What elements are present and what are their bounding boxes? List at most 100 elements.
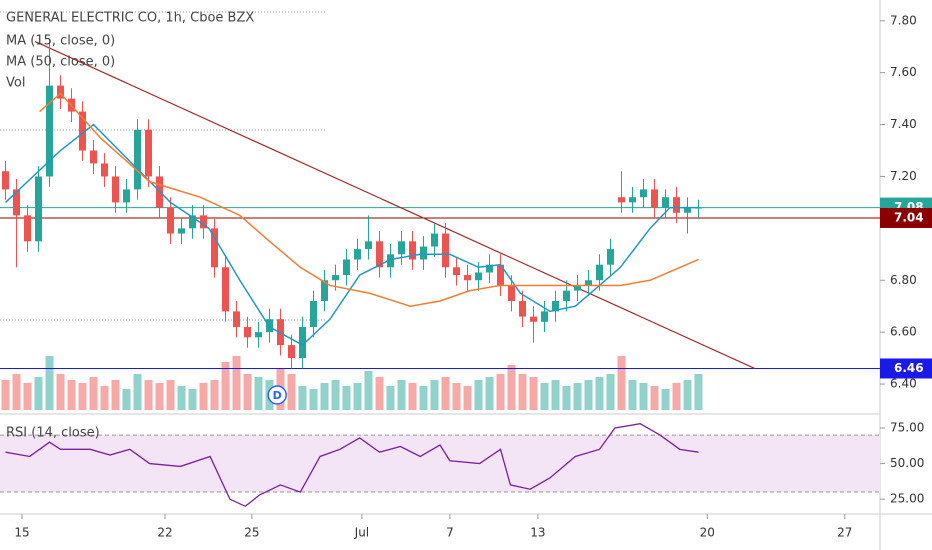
- candle-body: [299, 326, 306, 359]
- rsi-title: RSI (14, close): [6, 426, 100, 441]
- volume-bar: [430, 380, 439, 410]
- candle-body: [475, 272, 482, 281]
- candle-body: [673, 197, 680, 213]
- volume-bar: [199, 383, 208, 410]
- candle-body: [167, 207, 174, 234]
- price-label: 6.46: [894, 361, 924, 375]
- volume-bar: [331, 380, 340, 410]
- volume-bar: [485, 377, 494, 410]
- volume-bar: [144, 380, 153, 410]
- volume-bar: [122, 389, 131, 410]
- candle-body: [684, 207, 691, 213]
- candle-body: [145, 129, 152, 177]
- volume-bar: [232, 356, 241, 410]
- rsi-tick-label: 25.00: [890, 492, 924, 506]
- volume-bar: [661, 389, 670, 410]
- time-tick-label: 27: [837, 526, 852, 540]
- candle-body: [398, 241, 405, 255]
- candle-body: [2, 171, 9, 190]
- candle-body: [332, 275, 339, 281]
- volume-bar: [210, 380, 219, 410]
- candle-body: [607, 249, 614, 265]
- candle-body: [640, 189, 647, 198]
- volume-bar: [584, 380, 593, 410]
- volume-bar: [650, 386, 659, 410]
- volume-bar: [243, 374, 252, 410]
- candle-body: [200, 215, 207, 229]
- volume-bar: [1, 380, 10, 410]
- candle-body: [310, 301, 317, 327]
- volume-bar: [155, 383, 164, 410]
- candle-body: [508, 285, 515, 302]
- candle-body: [497, 264, 504, 286]
- price-tick-label: 7.40: [890, 117, 917, 131]
- legend-item: MA (50, close, 0): [6, 55, 115, 70]
- candle-body: [134, 129, 141, 190]
- candle-body: [409, 241, 416, 260]
- volume-bar: [221, 362, 230, 410]
- price-tick-label: 6.40: [890, 377, 917, 391]
- candle-body: [178, 228, 185, 234]
- candle-body: [343, 259, 350, 276]
- volume-bar: [56, 374, 65, 410]
- candle-body: [376, 241, 383, 268]
- candle-body: [255, 332, 262, 338]
- volume-bar: [342, 386, 351, 410]
- candle-body: [563, 290, 570, 302]
- candle-body: [35, 176, 42, 242]
- volume-bar: [573, 383, 582, 410]
- volume-bar: [100, 386, 109, 410]
- candle-body: [24, 215, 31, 242]
- volume-bar: [34, 377, 43, 410]
- candle-body: [442, 233, 449, 268]
- volume-bar: [177, 386, 186, 410]
- rsi-tick-label: 50.00: [890, 456, 924, 470]
- candle-body: [222, 267, 229, 312]
- candle-body: [596, 264, 603, 281]
- price-tick-label: 7.20: [890, 169, 917, 183]
- candle-body: [277, 319, 284, 346]
- candle-body: [486, 264, 493, 273]
- candle-body: [585, 280, 592, 286]
- price-label-box: [880, 358, 932, 379]
- volume-bar: [639, 383, 648, 410]
- volume-bar: [254, 377, 263, 410]
- candle-body: [519, 301, 526, 317]
- volume-bar: [452, 383, 461, 410]
- candle-body: [574, 285, 581, 291]
- volume-bar: [166, 380, 175, 410]
- candle-body: [464, 275, 471, 281]
- candle-body: [211, 228, 218, 268]
- time-tick-label: 15: [14, 526, 29, 540]
- candle-body: [288, 345, 295, 359]
- price-label-box: [880, 207, 932, 228]
- candle-body: [101, 163, 108, 177]
- time-tick-label: 13: [530, 526, 545, 540]
- time-tick-label: 20: [700, 526, 715, 540]
- candle-body: [321, 280, 328, 302]
- volume-bar: [463, 386, 472, 410]
- dividend-label: D: [273, 389, 282, 402]
- volume-bar: [386, 386, 395, 410]
- candle-body: [354, 249, 361, 260]
- candle-body: [629, 197, 636, 203]
- volume-bar: [89, 377, 98, 410]
- candle-body: [530, 316, 537, 322]
- dividend-marker: [267, 385, 287, 405]
- volume-bar: [628, 380, 637, 410]
- ma-line: [39, 92, 699, 307]
- candle-body: [387, 254, 394, 268]
- trendline: [34, 40, 755, 370]
- price-tick-label: 6.60: [890, 325, 917, 339]
- volume-bar: [67, 380, 76, 410]
- volume-bar: [45, 356, 54, 410]
- time-tick-label: Jul: [354, 526, 369, 540]
- volume-bar: [364, 371, 373, 410]
- volume-bar: [23, 383, 32, 410]
- candle-body: [662, 197, 669, 208]
- candle-body: [552, 301, 559, 312]
- candle-body: [244, 326, 251, 338]
- volume-bar: [309, 389, 318, 410]
